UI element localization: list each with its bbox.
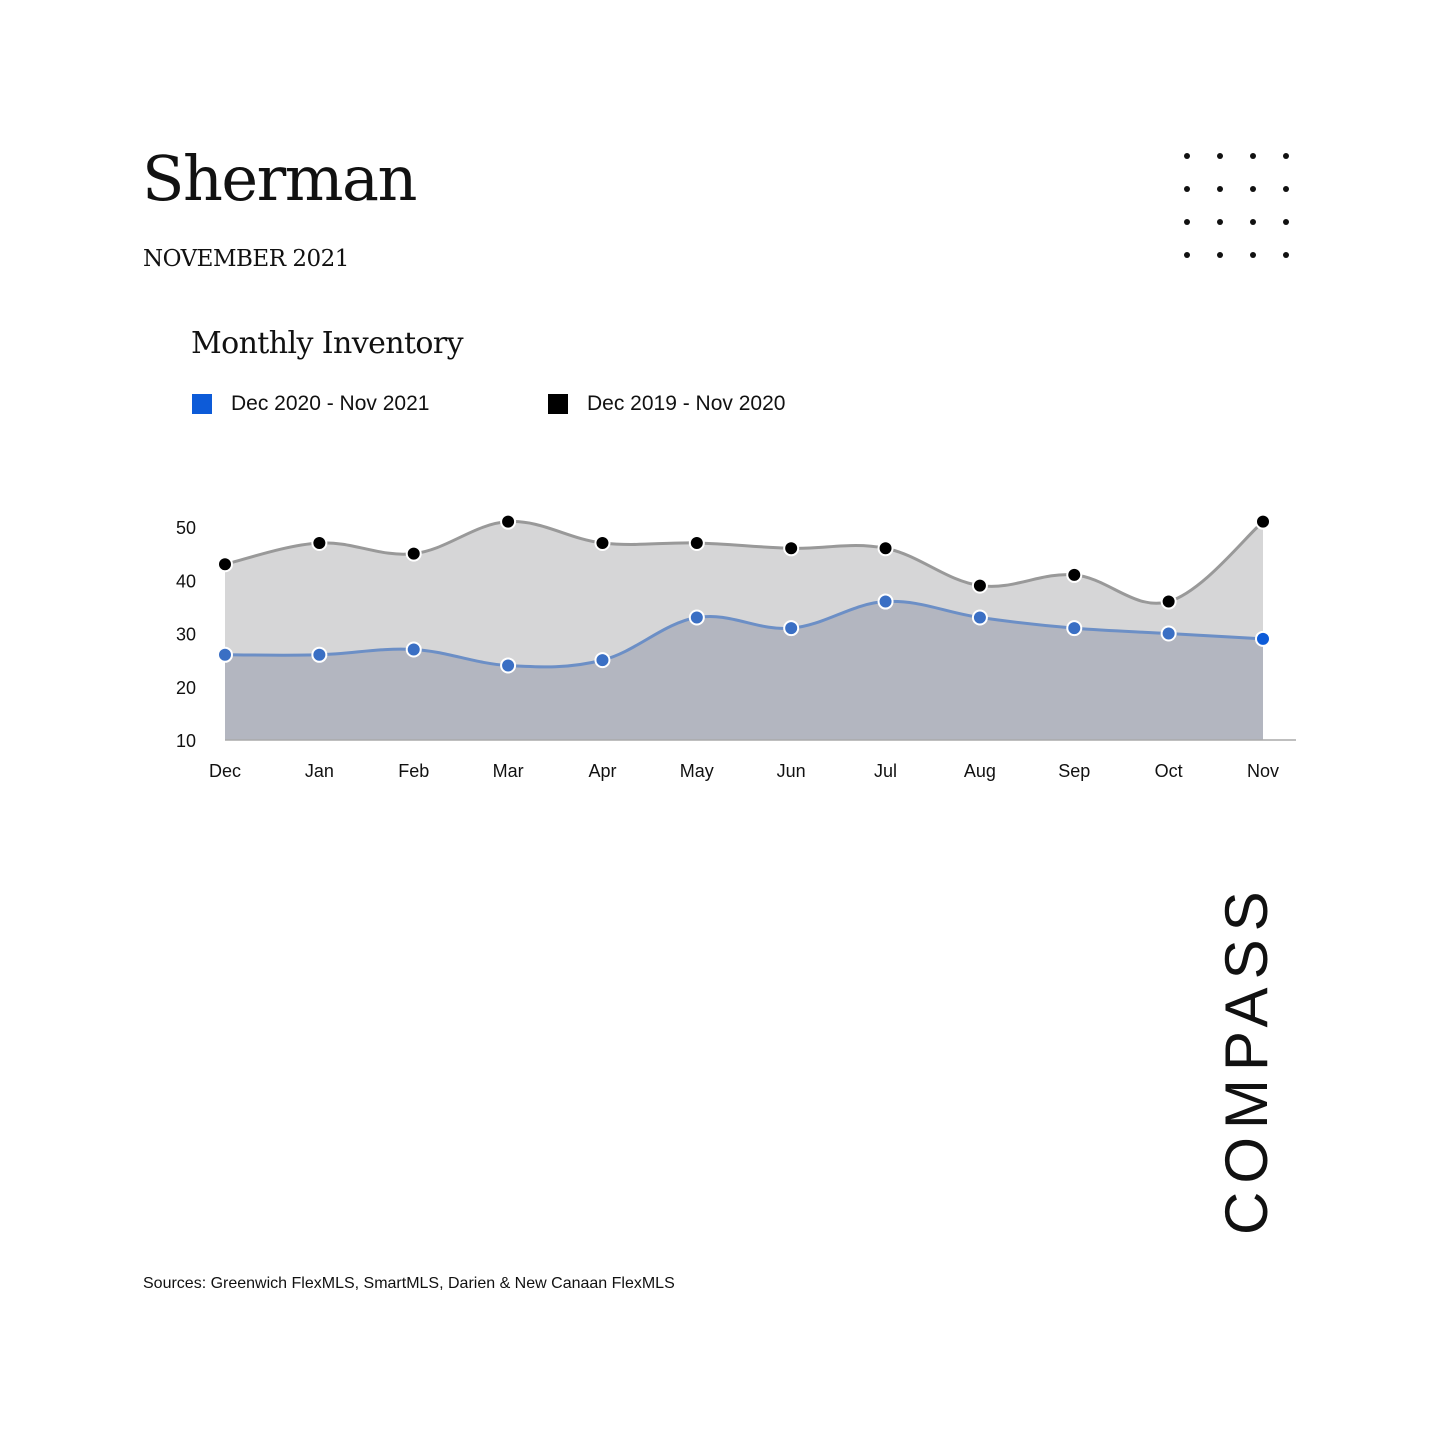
data-point-s0-feb xyxy=(405,641,422,658)
data-point-s0-nov xyxy=(1255,630,1271,647)
x-tick-label-jun: Jun xyxy=(777,761,806,781)
data-point-s0-aug xyxy=(971,609,988,626)
y-tick-label-30: 30 xyxy=(176,625,196,645)
compass-logo: COMPASS xyxy=(1213,883,1280,1235)
data-point-s1-aug xyxy=(971,577,988,594)
data-point-s1-apr xyxy=(594,534,611,551)
y-tick-label-50: 50 xyxy=(176,518,196,538)
x-tick-label-feb: Feb xyxy=(398,761,429,781)
legend-item-previous[interactable]: Dec 2019 - Nov 2020 xyxy=(548,392,785,416)
data-point-s1-sep xyxy=(1066,566,1083,583)
data-point-s1-may xyxy=(688,534,705,551)
data-point-s0-mar xyxy=(500,657,517,674)
dot-grid-decoration xyxy=(1170,139,1302,271)
data-point-s1-dec xyxy=(217,556,233,573)
x-tick-label-nov: Nov xyxy=(1247,761,1279,781)
x-tick-label-jan: Jan xyxy=(305,761,334,781)
x-tick-label-oct: Oct xyxy=(1155,761,1183,781)
x-tick-label-may: May xyxy=(680,761,714,781)
data-point-s1-feb xyxy=(405,545,422,562)
x-tick-label-dec: Dec xyxy=(209,761,241,781)
data-point-s1-nov xyxy=(1255,513,1271,530)
y-tick-label-40: 40 xyxy=(176,571,196,591)
data-point-s1-mar xyxy=(500,513,517,530)
x-tick-label-aug: Aug xyxy=(964,761,996,781)
data-point-s0-jan xyxy=(311,646,328,663)
data-point-s1-jun xyxy=(783,540,800,557)
chart-title: Monthly Inventory xyxy=(191,326,464,361)
legend-item-current[interactable]: Dec 2020 - Nov 2021 xyxy=(192,392,429,416)
x-tick-label-jul: Jul xyxy=(874,761,897,781)
x-tick-label-mar: Mar xyxy=(493,761,524,781)
data-point-s1-jul xyxy=(877,540,894,557)
legend-label-current: Dec 2020 - Nov 2021 xyxy=(231,392,430,415)
data-point-s0-jun xyxy=(783,620,800,637)
page-title: Sherman xyxy=(142,142,417,215)
x-tick-label-apr: Apr xyxy=(588,761,616,781)
legend-label-previous: Dec 2019 - Nov 2020 xyxy=(587,392,786,415)
data-point-s0-dec xyxy=(217,646,233,663)
y-tick-label-20: 20 xyxy=(176,678,196,698)
data-point-s0-may xyxy=(688,609,705,626)
sources-note: Sources: Greenwich FlexMLS, SmartMLS, Da… xyxy=(143,1275,675,1292)
series-area-0 xyxy=(225,601,1263,740)
x-tick-label-sep: Sep xyxy=(1058,761,1090,781)
data-point-s0-sep xyxy=(1066,620,1083,637)
inventory-area-chart: 10 20 30 40 50 Dec Jan Feb Mar Apr May Jun Jul Aug Sep… xyxy=(176,513,1296,781)
legend-swatch-previous xyxy=(548,394,568,414)
data-point-s0-apr xyxy=(594,652,611,669)
data-point-s0-jul xyxy=(877,593,894,610)
data-point-s0-oct xyxy=(1160,625,1177,642)
legend-swatch-current xyxy=(192,394,212,414)
y-tick-label-10: 10 xyxy=(176,731,196,751)
data-point-s1-oct xyxy=(1160,593,1177,610)
report-date: NOVEMBER 2021 xyxy=(143,246,349,272)
data-point-s1-jan xyxy=(311,534,328,551)
